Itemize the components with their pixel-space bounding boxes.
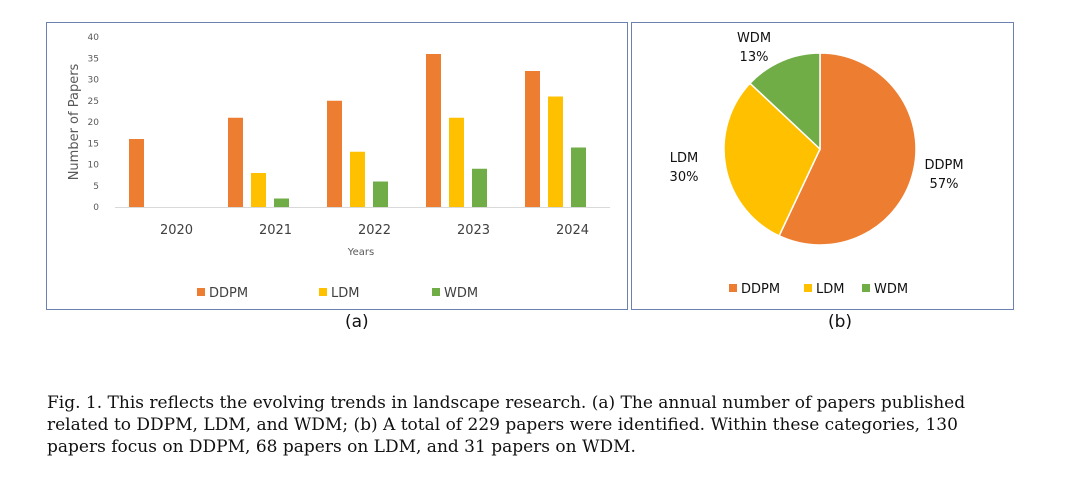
y-tick-label: 35 (88, 54, 99, 64)
bar-chart-panel: 0 5 10 15 20 25 30 35 40 Number of Papers 2020 2021… (46, 22, 628, 310)
y-tick-label: 0 (93, 203, 99, 213)
caption-line: related to DDPM, LDM, and WDM; (b) A tot… (47, 415, 958, 435)
bar-chart: 0 5 10 15 20 25 30 35 40 Number of Papers 2020 2021… (67, 33, 610, 301)
pie-data-label-ddpm: DDPM 57% (924, 158, 963, 192)
bar-ldm (449, 117, 464, 207)
legend-swatch-ddpm (197, 288, 205, 296)
x-tick-label: 2023 (457, 223, 490, 238)
bar-wdm (472, 168, 487, 207)
x-axis-title: Years (347, 247, 374, 258)
pie-chart: DDPM 57% LDM 30% WDM 13% DDPM LDM WDM (670, 31, 964, 297)
bar-wdm (373, 181, 388, 207)
y-axis-title: Number of Papers (67, 63, 82, 180)
x-tick-label: 2020 (160, 223, 193, 238)
legend-swatch-wdm (432, 288, 440, 296)
legend-label-ldm: LDM (331, 286, 359, 301)
bar-wdm (571, 147, 586, 207)
bar-ddpm (228, 117, 243, 207)
y-tick-label: 10 (88, 161, 100, 171)
x-tick-label: 2022 (358, 223, 391, 238)
bar-ddpm (129, 139, 144, 207)
legend-swatch-ldm (319, 288, 327, 296)
caption-line: papers focus on DDPM, 68 papers on LDM, … (47, 437, 636, 457)
legend-swatch-ddpm (729, 284, 737, 292)
x-tick-label: 2024 (556, 223, 589, 238)
bar-ldm (548, 96, 563, 207)
figure-caption: Fig. 1. This reflects the evolving trend… (47, 392, 1037, 458)
y-tick-label: 40 (88, 33, 100, 43)
pie-data-label-ldm: LDM 30% (670, 151, 699, 185)
pie-slice-wdm (748, 52, 821, 151)
legend-swatch-ldm (804, 284, 812, 292)
y-tick-label: 20 (88, 118, 100, 128)
y-tick-label: 30 (88, 76, 100, 86)
y-tick-label: 15 (88, 139, 99, 149)
pie-slice-ddpm (778, 52, 917, 246)
x-tick-label: 2021 (259, 223, 292, 238)
pie-data-label-wdm: WDM 13% (737, 31, 771, 65)
caption-line: Fig. 1. This reflects the evolving trend… (47, 393, 966, 413)
legend-label-ddpm: DDPM (741, 282, 780, 297)
bar-ddpm (327, 100, 342, 207)
legend-label-wdm: WDM (444, 286, 478, 301)
legend-swatch-wdm (862, 284, 870, 292)
y-tick-label: 25 (88, 97, 99, 107)
bar-ddpm (426, 54, 441, 207)
legend-label-ldm: LDM (816, 282, 844, 297)
pie-slice-ldm (723, 82, 821, 237)
bar-ldm (251, 173, 266, 207)
legend-label-ddpm: DDPM (209, 286, 248, 301)
bar-ddpm (525, 71, 540, 207)
subfigure-label-a: (a) (345, 312, 369, 332)
bar-ldm (350, 151, 365, 207)
y-tick-label: 5 (93, 182, 99, 192)
legend-label-wdm: WDM (874, 282, 908, 297)
subfigure-label-b: (b) (828, 312, 853, 332)
pie-chart-panel: DDPM 57% LDM 30% WDM 13% DDPM LDM WDM (631, 22, 1014, 310)
bar-wdm (274, 198, 289, 207)
